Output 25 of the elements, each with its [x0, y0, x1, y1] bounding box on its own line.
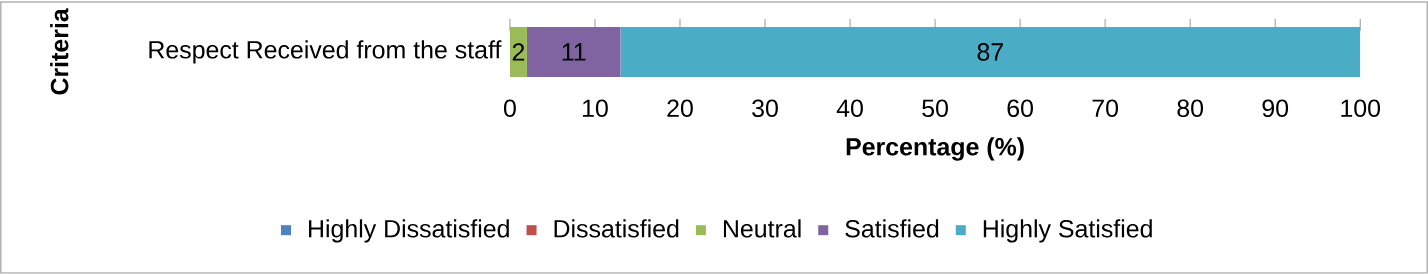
- data-label: 87: [977, 43, 1003, 61]
- x-tick-label: 100: [1341, 99, 1381, 118]
- legend-label: Highly Satisfied: [983, 219, 1152, 243]
- x-tick-label: 10: [583, 99, 608, 118]
- bar: [620, 27, 1361, 78]
- x-tick-label: 30: [752, 99, 778, 118]
- legend-label: Highly Dissatisfied: [309, 219, 509, 243]
- x-tick-label: 40: [836, 99, 863, 118]
- x-tick-label: 60: [1007, 99, 1033, 118]
- x-tick-label: 50: [922, 99, 948, 118]
- x-tick-label: 90: [1262, 99, 1289, 118]
- legend-label: Dissatisfied: [554, 219, 679, 238]
- legend-label: Neutral: [723, 219, 801, 238]
- x-tick-label: 20: [667, 99, 693, 118]
- data-label: 11: [562, 43, 586, 61]
- y-axis-title: Criteria: [50, 8, 69, 95]
- x-axis-title: Percentage (%): [846, 137, 1024, 161]
- x-tick-label: 0: [503, 99, 516, 118]
- legend-label: Satisfied: [845, 219, 939, 238]
- x-tick-label: 70: [1092, 99, 1119, 118]
- bar: [509, 27, 527, 78]
- bar: [526, 27, 621, 78]
- x-tick-label: 80: [1177, 99, 1204, 118]
- data-label: 2: [512, 43, 525, 61]
- y-tick-label: Respect Received from the staff: [149, 40, 502, 64]
